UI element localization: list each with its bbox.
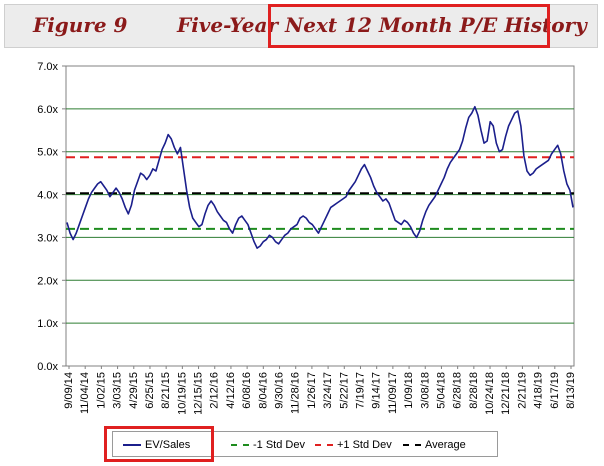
x-tick-label: 4/29/15 xyxy=(128,372,140,409)
chart-title-highlighted: Next 12 Month P/E History xyxy=(284,13,587,37)
x-tick-label: 9/14/17 xyxy=(371,372,383,409)
title-bar: Figure 9 Five-Year Next 12 Month P/E His… xyxy=(4,4,598,48)
legend-label-average: Average xyxy=(425,439,466,451)
chart-legend: EV/Sales -1 Std Dev +1 Std Dev Average xyxy=(112,431,498,457)
x-tick-label: 1/09/18 xyxy=(403,372,415,409)
legend-label-minus-1-std: -1 Std Dev xyxy=(253,439,305,451)
x-tick-label: 9/30/16 xyxy=(274,372,286,409)
x-tick-label: 4/18/19 xyxy=(533,372,545,409)
x-tick-label: 5/04/18 xyxy=(435,372,447,409)
x-tick-label: 6/08/16 xyxy=(241,372,253,409)
x-tick-label: 11/04/14 xyxy=(79,372,91,414)
y-tick-label: 3.0x xyxy=(37,232,58,244)
x-tick-label: 8/28/18 xyxy=(468,372,480,409)
legend-swatch-minus-1-std xyxy=(231,444,249,446)
x-tick-label: 5/22/17 xyxy=(338,372,350,409)
title-highlight-box xyxy=(268,4,550,48)
legend-label-plus-1-std: +1 Std Dev xyxy=(337,439,392,451)
x-tick-label: 11/09/17 xyxy=(387,372,399,414)
x-tick-label: 6/28/18 xyxy=(452,372,464,409)
x-tick-label: 10/24/18 xyxy=(484,372,496,415)
x-tick-label: 8/21/15 xyxy=(160,372,172,409)
x-tick-label: 8/04/16 xyxy=(257,372,269,409)
x-tick-label: 2/12/16 xyxy=(209,372,221,409)
legend-item-ev-sales: EV/Sales xyxy=(123,438,190,452)
legend-item-minus-1-std: -1 Std Dev xyxy=(231,438,305,452)
x-tick-label: 8/13/19 xyxy=(565,372,577,409)
y-tick-label: 2.0x xyxy=(37,275,58,287)
x-tick-label: 3/24/17 xyxy=(322,372,334,409)
legend-highlight-box xyxy=(104,426,214,462)
x-tick-label: 12/15/15 xyxy=(193,372,205,415)
chart-title-prefix: Five-Year xyxy=(177,13,285,37)
legend-swatch-average xyxy=(403,444,421,446)
legend-swatch-plus-1-std xyxy=(315,444,333,446)
x-tick-label: 3/08/18 xyxy=(419,372,431,409)
legend-swatch-ev-sales xyxy=(123,444,141,446)
x-tick-label: 6/17/19 xyxy=(549,372,561,409)
legend-label-ev-sales: EV/Sales xyxy=(145,439,191,451)
y-tick-label: 4.0x xyxy=(37,190,58,202)
x-tick-label: 9/09/14 xyxy=(63,372,75,409)
x-tick-label: 2/21/19 xyxy=(516,372,528,409)
x-tick-label: 12/21/18 xyxy=(500,372,512,415)
x-tick-label: 6/25/15 xyxy=(144,372,156,409)
x-tick-label: 7/19/17 xyxy=(354,372,366,409)
x-tick-label: 10/19/15 xyxy=(176,372,188,415)
series-line-ev-sales xyxy=(66,105,574,249)
figure-label: Figure 9 xyxy=(33,13,128,37)
plot-area xyxy=(65,65,575,367)
legend-item-plus-1-std: +1 Std Dev xyxy=(315,438,392,452)
y-tick-label: 7.0x xyxy=(37,61,58,73)
y-tick-label: 6.0x xyxy=(37,104,58,116)
x-tick-label: 1/26/17 xyxy=(306,372,318,409)
x-tick-label: 4/12/16 xyxy=(225,372,237,409)
y-tick-label: 1.0x xyxy=(37,318,58,330)
chart-title: Five-Year Next 12 Month P/E History xyxy=(177,13,587,37)
x-tick-label: 1/02/15 xyxy=(95,372,107,409)
x-tick-label: 11/28/16 xyxy=(290,372,302,414)
x-tick-label: 3/03/15 xyxy=(112,372,124,409)
y-tick-label: 0.0x xyxy=(37,361,58,373)
legend-item-average: Average xyxy=(403,438,466,452)
y-tick-label: 5.0x xyxy=(37,147,58,159)
